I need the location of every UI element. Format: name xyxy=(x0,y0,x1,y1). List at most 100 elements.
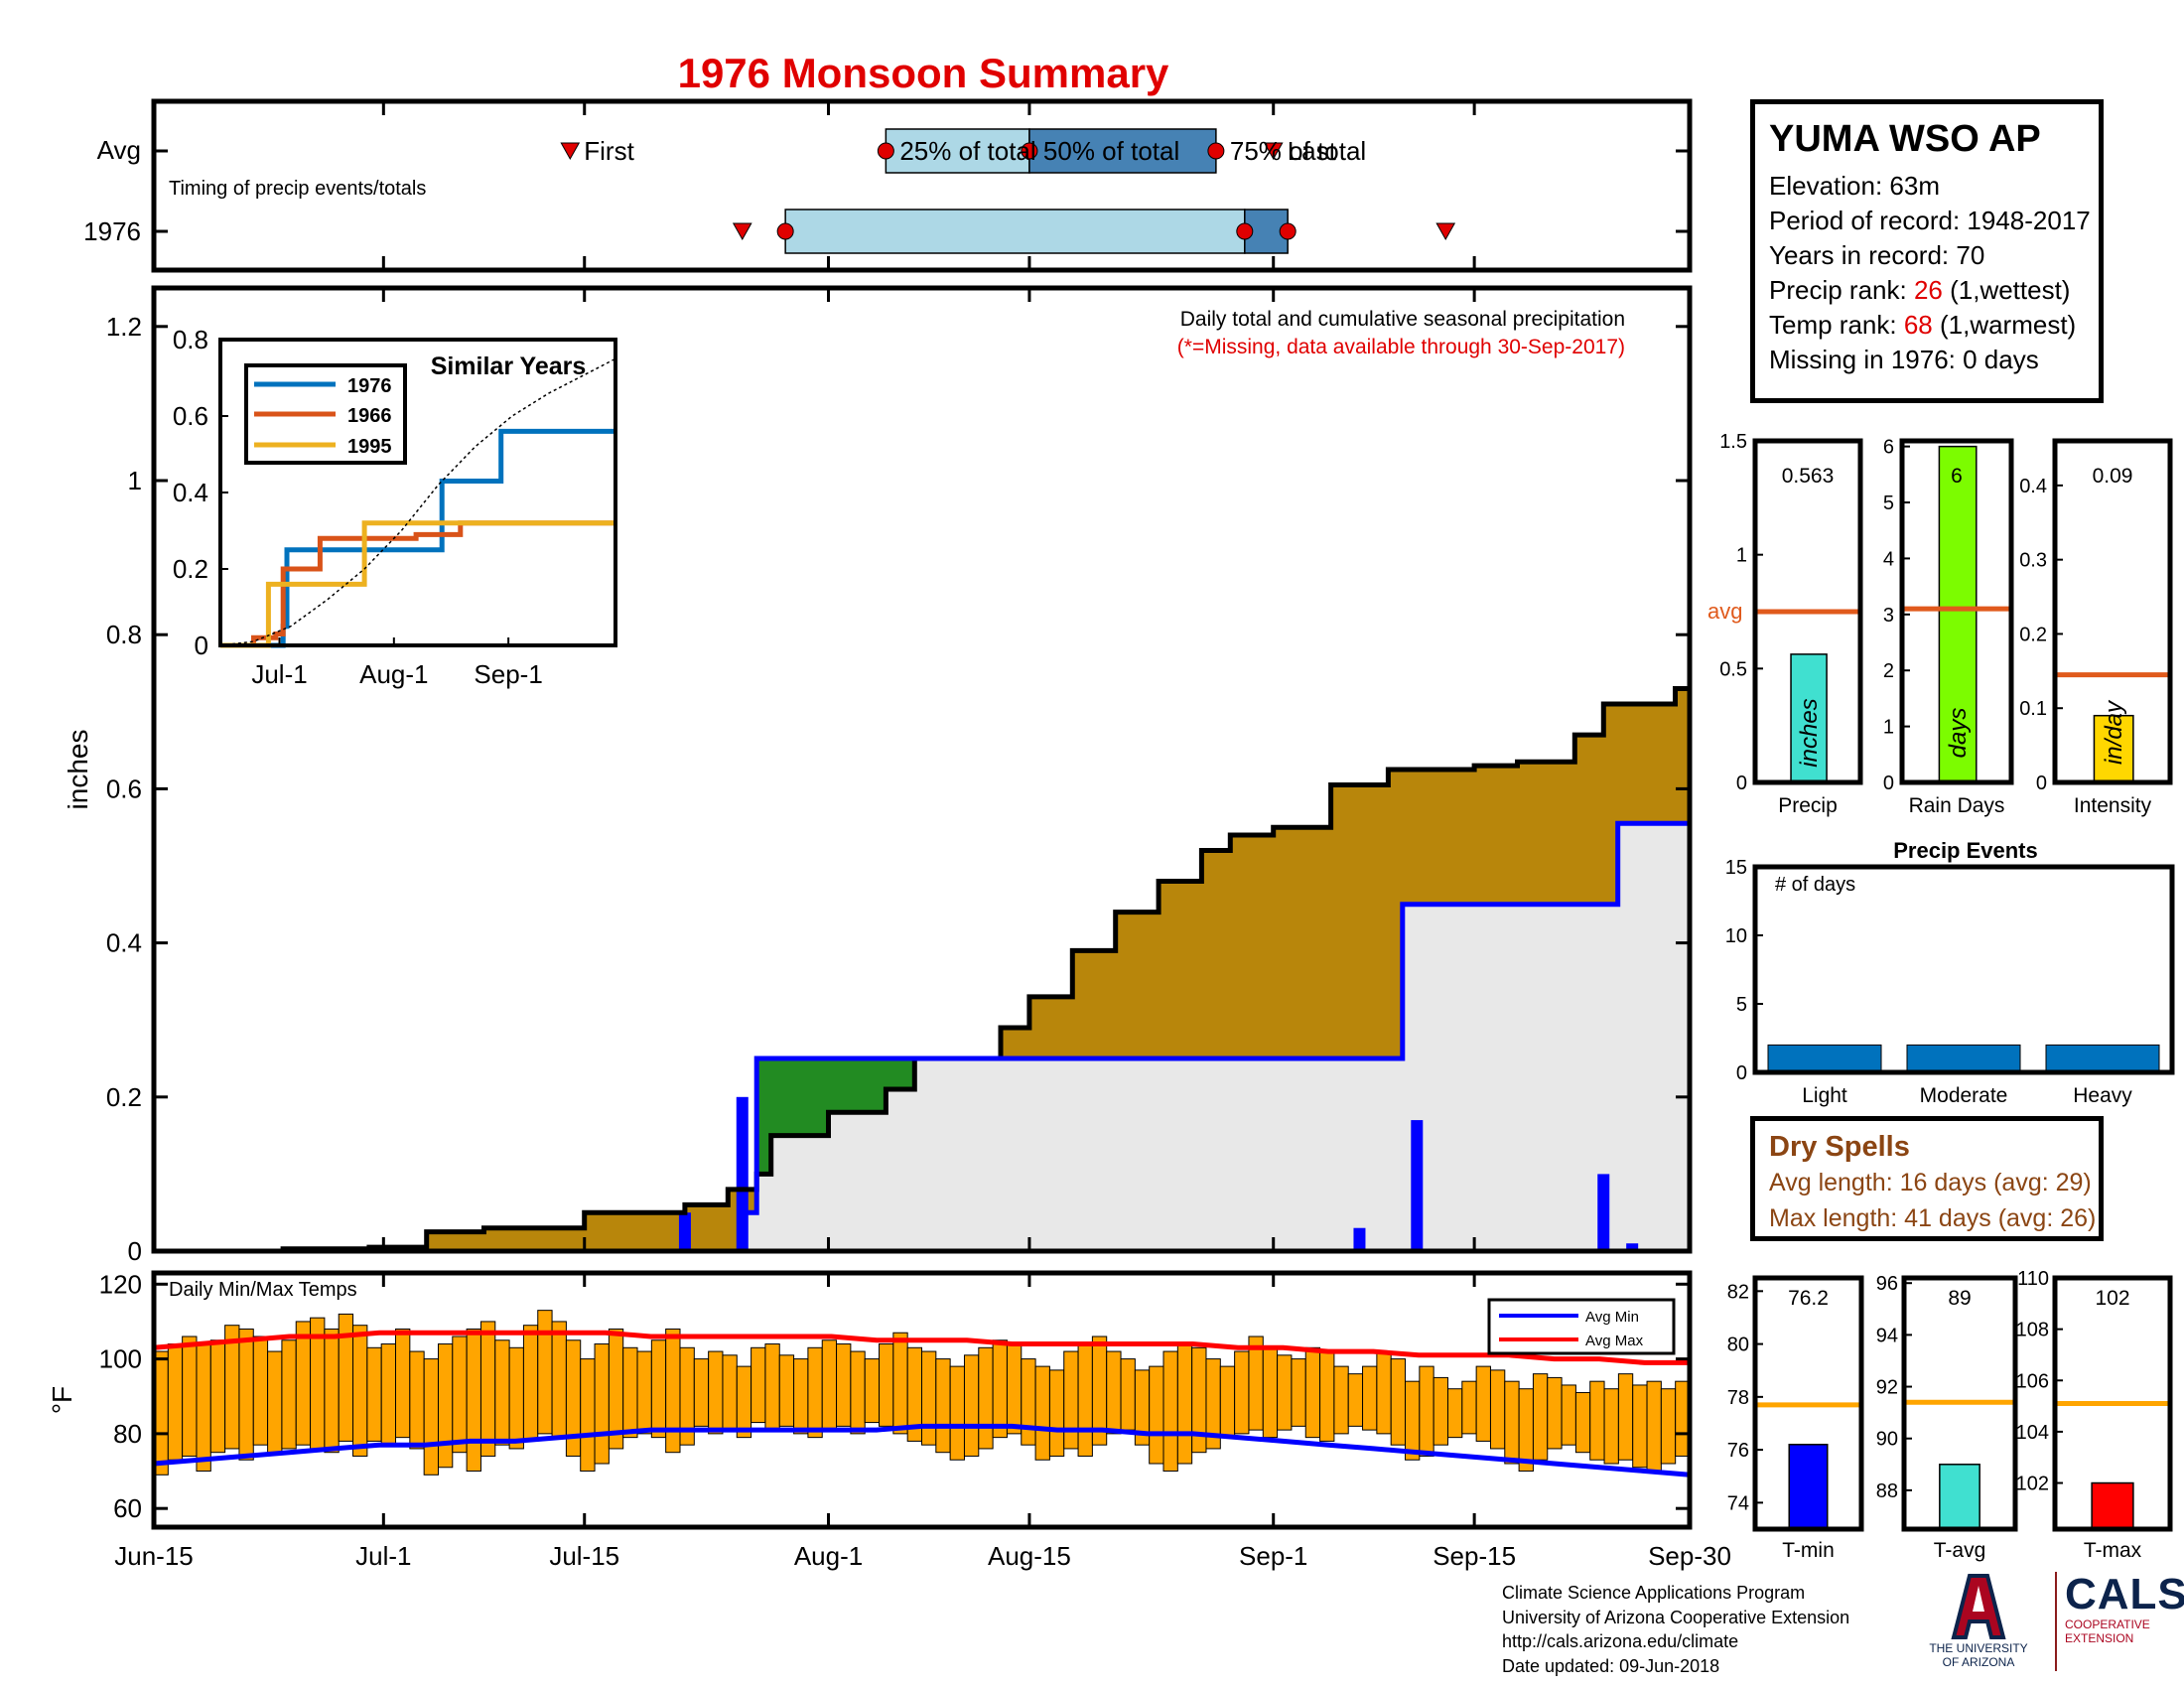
intensity-bar xyxy=(2093,714,2134,783)
tmax-ytick-label: 102 xyxy=(2016,1474,2049,1495)
precip-rank-value: 26 xyxy=(1913,275,1943,305)
timing-ylabel-avg: Avg xyxy=(97,135,141,165)
tavg-frame xyxy=(1901,1275,2018,1532)
inset-xtick-label: Jul-1 xyxy=(251,659,307,689)
tmax-ytick-label: 110 xyxy=(2017,1268,2049,1290)
daily-temp-bar xyxy=(722,1354,738,1431)
daily-precip-bar xyxy=(1353,1227,1366,1251)
precip-ytick-label: 0.8 xyxy=(106,620,142,649)
year-last-marker xyxy=(1435,222,1456,241)
precip-ytick-label: 0.6 xyxy=(106,774,142,803)
avg-last-marker xyxy=(1263,142,1284,161)
daily-temp-bar xyxy=(252,1336,269,1446)
daily-temp-bar xyxy=(1617,1373,1634,1461)
daily-temp-bar xyxy=(295,1321,312,1446)
daily-temp-bar xyxy=(281,1339,297,1450)
daily-temp-bar xyxy=(1660,1388,1677,1465)
temps-ylabel: °F xyxy=(47,1386,77,1414)
inset-ytick-label: 0 xyxy=(195,631,208,660)
inset-xtick-label: Aug-1 xyxy=(359,659,428,689)
year-p50-marker xyxy=(1236,222,1254,240)
footer-credits: Climate Science Applications Program Uni… xyxy=(1502,1581,1849,1678)
daily-temp-bar xyxy=(196,1343,211,1473)
intensity-ytick-label: 0.2 xyxy=(2019,624,2047,645)
precip-event-bar-moderate xyxy=(1906,1044,2021,1073)
daily-temp-bar xyxy=(793,1358,809,1435)
precip-missing-note: (*=Missing, data available through 30-Se… xyxy=(1177,336,1625,358)
legend-label-1995: 1995 xyxy=(347,436,392,458)
station-years: Years in record: 70 xyxy=(1769,240,1985,270)
daily-temp-bar xyxy=(1589,1380,1605,1461)
tmin-bar xyxy=(1788,1444,1829,1530)
precip-event-bar-heavy xyxy=(2045,1044,2160,1073)
station-elevation: Elevation: 63m xyxy=(1769,171,1940,201)
daily-temp-bar xyxy=(1461,1380,1477,1435)
intensity-ytick-label: 0.4 xyxy=(2019,476,2047,497)
ua-text-2: OF ARIZONA xyxy=(1942,1655,2015,1669)
daily-temp-bar xyxy=(992,1339,1008,1439)
daily-temp-bar xyxy=(1405,1380,1421,1461)
daily-temp-bar xyxy=(1504,1380,1520,1465)
raindays-ytick-label: 1 xyxy=(1883,717,1894,739)
precip-rank-label: Precip rank: xyxy=(1769,275,1914,305)
daily-temp-bar xyxy=(594,1343,610,1465)
temps-ytick-label: 60 xyxy=(113,1493,142,1523)
university-of-arizona-logo: THE UNIVERSITY OF ARIZONA xyxy=(1914,1572,2043,1671)
precip-ytick-label: 1 xyxy=(1736,545,1747,567)
avg-max-line xyxy=(153,1330,1690,1365)
timing-ylabel-year: 1976 xyxy=(83,216,141,246)
timing-label-p25: 25% of total xyxy=(899,136,1035,166)
daily-temp-bar xyxy=(494,1339,510,1446)
tavg-ytick-label: 90 xyxy=(1876,1429,1898,1451)
cals-wordmark: CALS xyxy=(2065,1570,2184,1618)
tavg-ytick-label: 88 xyxy=(1876,1480,1898,1502)
tmin-ytick-label: 82 xyxy=(1727,1281,1749,1303)
x-tick-label: Sep-30 xyxy=(1648,1541,1731,1571)
precip-value-label: 0.563 xyxy=(1782,465,1835,488)
precip-events-marks: Light Moderate Heavy 0 5 10 15 xyxy=(1725,857,2160,1107)
daily-temp-bar xyxy=(1475,1365,1491,1442)
inset-ytick-label: 0.2 xyxy=(173,554,208,584)
timing-marks xyxy=(154,128,1690,254)
tmin-ytick-label: 80 xyxy=(1727,1335,1749,1356)
daily-temp-bar xyxy=(978,1346,994,1450)
precip-ytick-label: 1.5 xyxy=(1719,431,1747,453)
seasonal-bars: 0.563 inches Precip 0 0.5 1 1.5 6 days Rain Days 0… xyxy=(1719,431,2173,817)
intensity-ytick-label: 0.1 xyxy=(2019,698,2047,720)
daily-temp-bar xyxy=(409,1350,425,1450)
inset-ytick-label: 0.6 xyxy=(173,401,208,431)
daily-temp-bar xyxy=(537,1310,553,1435)
daily-temp-bar xyxy=(751,1346,766,1424)
legend-label-1966: 1966 xyxy=(347,405,392,427)
daily-temp-bar xyxy=(1176,1343,1193,1465)
daily-temp-bar xyxy=(1561,1384,1576,1446)
daily-temp-bar xyxy=(1532,1373,1549,1461)
daily-temp-bar xyxy=(1048,1369,1065,1457)
tmin-ytick-label: 74 xyxy=(1727,1492,1749,1514)
temps-title: Daily Min/Max Temps xyxy=(169,1279,357,1301)
daily-temp-bar xyxy=(1603,1388,1619,1465)
tmin-ytick-label: 78 xyxy=(1727,1387,1749,1409)
daily-temp-bar xyxy=(778,1354,795,1427)
avg-line-label: avg xyxy=(1707,599,1742,624)
raindays-ytick-label: 4 xyxy=(1883,548,1894,570)
daily-temp-bar xyxy=(1319,1350,1335,1442)
daily-temp-bar xyxy=(380,1343,397,1446)
timing-label-p50: 50% of total xyxy=(1043,136,1179,166)
daily-temp-bar xyxy=(1632,1384,1648,1469)
precip-marks xyxy=(154,673,1693,1254)
daily-temp-bar xyxy=(423,1358,439,1476)
precip-events-ylabel: # of days xyxy=(1775,874,1855,896)
daily-temp-bar xyxy=(708,1350,724,1435)
daily-temp-bar xyxy=(1547,1376,1563,1450)
precip-ytick-label: 0.2 xyxy=(106,1082,142,1112)
inset-title: Similar Years xyxy=(431,352,587,380)
daily-temp-bar xyxy=(466,1328,481,1473)
daily-temp-bar xyxy=(437,1343,454,1469)
tavg-ytick-label: 92 xyxy=(1876,1377,1898,1399)
x-tick-label: Sep-15 xyxy=(1433,1541,1516,1571)
precip-note: Daily total and cumulative seasonal prec… xyxy=(1180,308,1625,331)
tmin-value-label: 76.2 xyxy=(1788,1287,1829,1310)
tavg-ytick-label: 94 xyxy=(1876,1325,1898,1346)
footer-line-2: University of Arizona Cooperative Extens… xyxy=(1502,1607,1850,1627)
